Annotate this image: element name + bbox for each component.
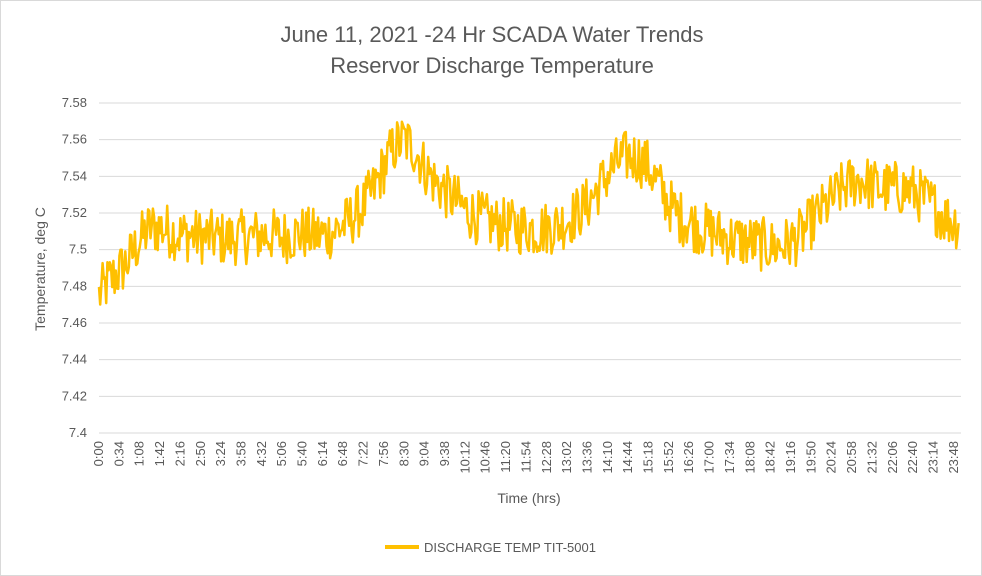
x-tick-label: 18:08 <box>742 441 757 474</box>
y-tick-label: 7.4 <box>69 425 87 440</box>
x-tick-label: 14:10 <box>600 441 615 474</box>
x-tick-label: 1:42 <box>152 441 167 466</box>
series-line-discharge-temp <box>97 120 960 306</box>
x-tick-label: 20:58 <box>844 441 859 474</box>
x-tick-label: 4:32 <box>254 441 269 466</box>
y-tick-label: 7.44 <box>62 352 87 367</box>
x-tick-label: 2:50 <box>193 441 208 466</box>
x-tick-label: 10:12 <box>457 441 472 474</box>
y-tick-label: 7.56 <box>62 132 87 147</box>
legend: DISCHARGE TEMP TIT-5001 <box>385 540 596 555</box>
legend-label: DISCHARGE TEMP TIT-5001 <box>424 540 596 555</box>
x-tick-label: 5:06 <box>274 441 289 466</box>
y-tick-label: 7.48 <box>62 278 87 293</box>
y-axis-title: Temperature, deg C <box>32 207 48 331</box>
x-tick-label: 3:24 <box>213 441 228 466</box>
x-tick-label: 16:26 <box>681 441 696 474</box>
x-tick-label: 9:38 <box>437 441 452 466</box>
chart-title-line-1: June 11, 2021 -24 Hr SCADA Water Trends <box>280 22 703 47</box>
x-tick-label: 0:00 <box>91 441 106 466</box>
x-tick-label: 19:50 <box>803 441 818 474</box>
chart-title-line-2: Reservor Discharge Temperature <box>330 53 654 78</box>
y-tick-label: 7.58 <box>62 95 87 110</box>
y-tick-label: 7.42 <box>62 388 87 403</box>
x-tick-label: 5:40 <box>295 441 310 466</box>
x-tick-label: 17:00 <box>702 441 717 474</box>
y-tick-label: 7.5 <box>69 242 87 257</box>
x-tick-label: 15:52 <box>661 441 676 474</box>
x-axis-tick-labels: 0:00 0:34 1:08 1:42 2:16 2:50 3:24 3:58 4:32 5:06… <box>91 441 961 474</box>
x-tick-label: 18:42 <box>763 441 778 474</box>
x-tick-label: 13:02 <box>559 441 574 474</box>
x-tick-label: 9:04 <box>417 441 432 466</box>
x-tick-label: 0:34 <box>111 441 126 466</box>
x-tick-label: 11:54 <box>518 441 533 473</box>
x-tick-label: 19:16 <box>783 441 798 474</box>
x-tick-label: 23:48 <box>946 441 961 474</box>
gridlines <box>99 102 961 434</box>
x-tick-label: 20:24 <box>824 441 839 474</box>
x-tick-label: 8:30 <box>396 441 411 466</box>
x-axis-title: Time (hrs) <box>497 490 560 506</box>
x-tick-label: 17:34 <box>722 441 737 474</box>
x-tick-label: 13:36 <box>579 441 594 474</box>
x-tick-label: 11:20 <box>498 441 513 473</box>
y-tick-label: 7.54 <box>62 168 87 183</box>
x-tick-label: 10:46 <box>478 441 493 474</box>
x-tick-label: 7:22 <box>356 441 371 466</box>
y-tick-label: 7.46 <box>62 315 87 330</box>
x-tick-label: 2:16 <box>172 441 187 466</box>
x-tick-label: 23:14 <box>925 441 940 474</box>
series-layer <box>97 120 960 306</box>
x-tick-label: 14:44 <box>620 441 635 474</box>
x-tick-label: 21:32 <box>864 441 879 474</box>
x-tick-label: 6:14 <box>315 441 330 466</box>
x-tick-label: 1:08 <box>132 441 147 466</box>
x-tick-label: 12:28 <box>539 441 554 474</box>
x-tick-label: 7:56 <box>376 441 391 466</box>
y-tick-label: 7.52 <box>62 205 87 220</box>
x-tick-label: 15:18 <box>641 441 656 474</box>
x-tick-label: 22:40 <box>905 441 920 474</box>
x-tick-label: 6:48 <box>335 441 350 466</box>
x-tick-label: 22:06 <box>885 441 900 474</box>
x-tick-label: 3:58 <box>233 441 248 466</box>
y-axis-tick-labels: 7.4 7.42 7.44 7.46 7.48 7.5 7.52 7.54 7.56 7.58 <box>62 95 87 440</box>
